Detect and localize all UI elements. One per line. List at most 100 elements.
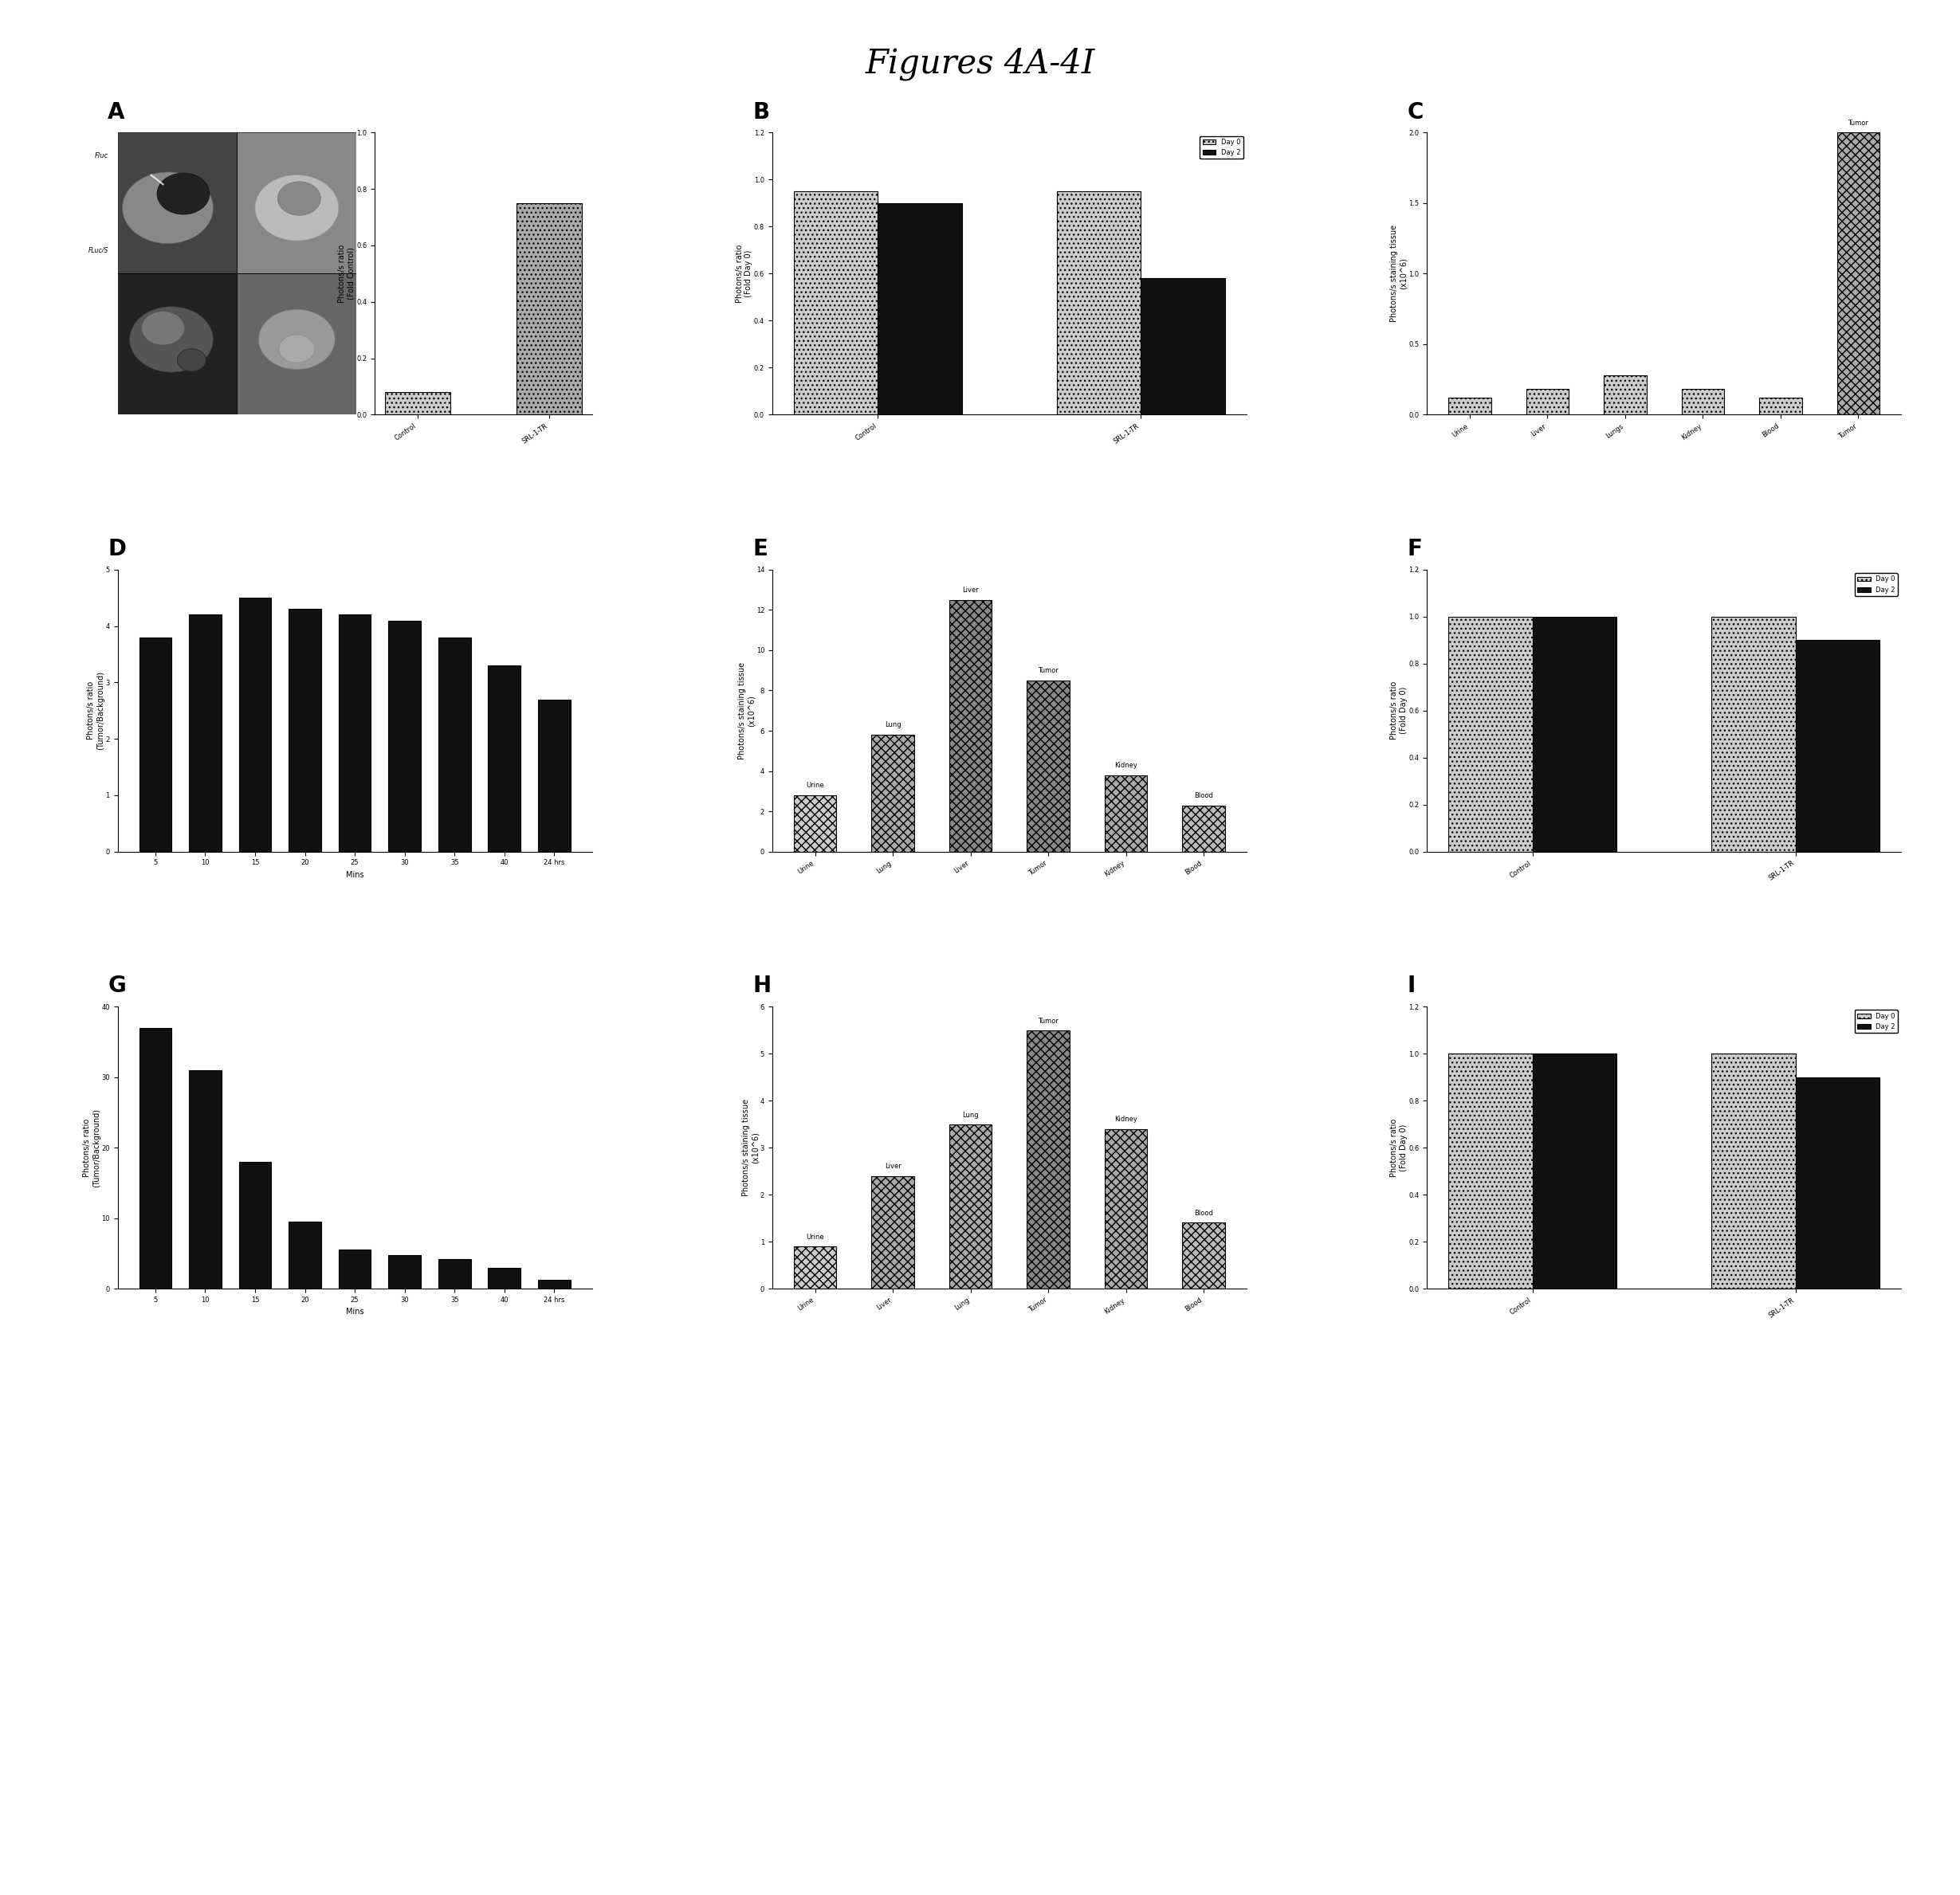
Legend: Day 0, Day 2: Day 0, Day 2 bbox=[1854, 1010, 1897, 1033]
Bar bbox=[515, 203, 582, 415]
Bar bbox=[1533, 1054, 1617, 1289]
Text: Tumor: Tumor bbox=[1039, 1018, 1058, 1025]
Y-axis label: Photons/s ratio
(Tumor/Background): Photons/s ratio (Tumor/Background) bbox=[88, 671, 104, 750]
Bar bbox=[288, 1222, 321, 1289]
Bar bbox=[1105, 775, 1147, 851]
Text: Urine: Urine bbox=[806, 783, 823, 788]
Bar bbox=[1027, 1031, 1070, 1289]
Bar bbox=[1448, 1054, 1533, 1289]
Bar bbox=[188, 1071, 221, 1289]
Bar bbox=[118, 133, 237, 273]
Text: FLuc/S: FLuc/S bbox=[88, 246, 108, 254]
Circle shape bbox=[259, 309, 335, 370]
Text: Blood: Blood bbox=[1194, 792, 1213, 800]
Bar bbox=[949, 601, 992, 851]
Circle shape bbox=[176, 349, 206, 371]
Legend: Day 0, Day 2: Day 0, Day 2 bbox=[1854, 572, 1897, 595]
Bar bbox=[239, 597, 270, 851]
Bar bbox=[1837, 133, 1880, 415]
Bar bbox=[139, 637, 172, 851]
Bar bbox=[1056, 191, 1141, 415]
Bar bbox=[794, 796, 837, 851]
Y-axis label: Photons/s ratio
(Fold Control): Photons/s ratio (Fold Control) bbox=[339, 244, 355, 303]
Bar bbox=[388, 1254, 421, 1289]
Circle shape bbox=[255, 174, 339, 241]
Bar bbox=[1527, 388, 1568, 415]
Bar bbox=[872, 1175, 913, 1289]
Bar bbox=[1448, 616, 1533, 851]
Text: D: D bbox=[108, 538, 125, 561]
Bar bbox=[339, 614, 370, 851]
Bar bbox=[949, 1124, 992, 1289]
X-axis label: Mins: Mins bbox=[345, 1308, 365, 1315]
Text: Tumor: Tumor bbox=[1039, 667, 1058, 675]
Text: C: C bbox=[1407, 100, 1423, 123]
Bar bbox=[1711, 1054, 1795, 1289]
Bar bbox=[1795, 1076, 1880, 1289]
Text: Figures 4A-4I: Figures 4A-4I bbox=[864, 47, 1096, 81]
Text: Kidney: Kidney bbox=[1115, 762, 1137, 769]
Bar bbox=[237, 273, 357, 415]
Bar bbox=[384, 392, 451, 415]
Text: F: F bbox=[1407, 538, 1423, 561]
Text: Urine: Urine bbox=[806, 1234, 823, 1241]
Y-axis label: Photons/s ratio
(Tumor/Background): Photons/s ratio (Tumor/Background) bbox=[82, 1109, 100, 1186]
Text: B: B bbox=[753, 100, 770, 123]
Y-axis label: Photons/s ratio
(Fold Day 0): Photons/s ratio (Fold Day 0) bbox=[1390, 1118, 1407, 1177]
Circle shape bbox=[141, 311, 184, 345]
Circle shape bbox=[278, 335, 316, 364]
Bar bbox=[488, 1268, 521, 1289]
Text: Fluc: Fluc bbox=[94, 153, 108, 159]
Circle shape bbox=[122, 172, 214, 244]
Bar bbox=[1448, 398, 1492, 415]
Bar bbox=[388, 620, 421, 851]
Text: Liver: Liver bbox=[962, 587, 978, 593]
Bar bbox=[488, 665, 521, 851]
Bar bbox=[1760, 398, 1801, 415]
Bar bbox=[1533, 616, 1617, 851]
Text: A: A bbox=[108, 100, 125, 123]
Circle shape bbox=[129, 307, 214, 371]
Y-axis label: Photons/s staining tissue
(x10^6): Photons/s staining tissue (x10^6) bbox=[1390, 226, 1407, 322]
Y-axis label: Photons/s ratio
(Fold Day 0): Photons/s ratio (Fold Day 0) bbox=[1390, 682, 1407, 739]
Text: Blood: Blood bbox=[1194, 1211, 1213, 1217]
Bar bbox=[139, 1027, 172, 1289]
Bar bbox=[872, 735, 913, 851]
Text: H: H bbox=[753, 974, 770, 997]
Bar bbox=[1141, 279, 1225, 415]
Bar bbox=[288, 608, 321, 851]
Bar bbox=[1027, 680, 1070, 851]
X-axis label: Mins: Mins bbox=[345, 872, 365, 879]
Bar bbox=[537, 699, 570, 851]
Bar bbox=[878, 203, 962, 415]
Legend: Day 0, Day 2: Day 0, Day 2 bbox=[1200, 136, 1243, 159]
Text: Liver: Liver bbox=[884, 1164, 902, 1171]
Text: G: G bbox=[108, 974, 125, 997]
Circle shape bbox=[157, 172, 210, 214]
Text: E: E bbox=[753, 538, 768, 561]
Bar bbox=[439, 637, 470, 851]
Y-axis label: Photons/s staining tissue
(x10^6): Photons/s staining tissue (x10^6) bbox=[737, 661, 755, 760]
Bar bbox=[1182, 805, 1225, 851]
Circle shape bbox=[278, 182, 321, 216]
Bar bbox=[237, 133, 357, 273]
Text: Tumor: Tumor bbox=[1848, 119, 1868, 127]
Bar bbox=[794, 191, 878, 415]
Bar bbox=[339, 1251, 370, 1289]
Bar bbox=[239, 1162, 270, 1289]
Y-axis label: Photons/s ratio
(Fold Day 0): Photons/s ratio (Fold Day 0) bbox=[735, 244, 753, 303]
Text: Lung: Lung bbox=[962, 1110, 978, 1118]
Y-axis label: Photons/s staining tissue
(x10^6): Photons/s staining tissue (x10^6) bbox=[743, 1099, 759, 1196]
Bar bbox=[537, 1281, 570, 1289]
Bar bbox=[1105, 1129, 1147, 1289]
Text: Lung: Lung bbox=[884, 722, 902, 730]
Text: I: I bbox=[1407, 974, 1415, 997]
Bar bbox=[118, 273, 237, 415]
Bar bbox=[1795, 641, 1880, 851]
Bar bbox=[1182, 1222, 1225, 1289]
Text: Kidney: Kidney bbox=[1115, 1116, 1137, 1124]
Bar bbox=[188, 614, 221, 851]
Bar bbox=[1603, 375, 1646, 415]
Bar bbox=[439, 1258, 470, 1289]
Bar bbox=[1682, 388, 1725, 415]
